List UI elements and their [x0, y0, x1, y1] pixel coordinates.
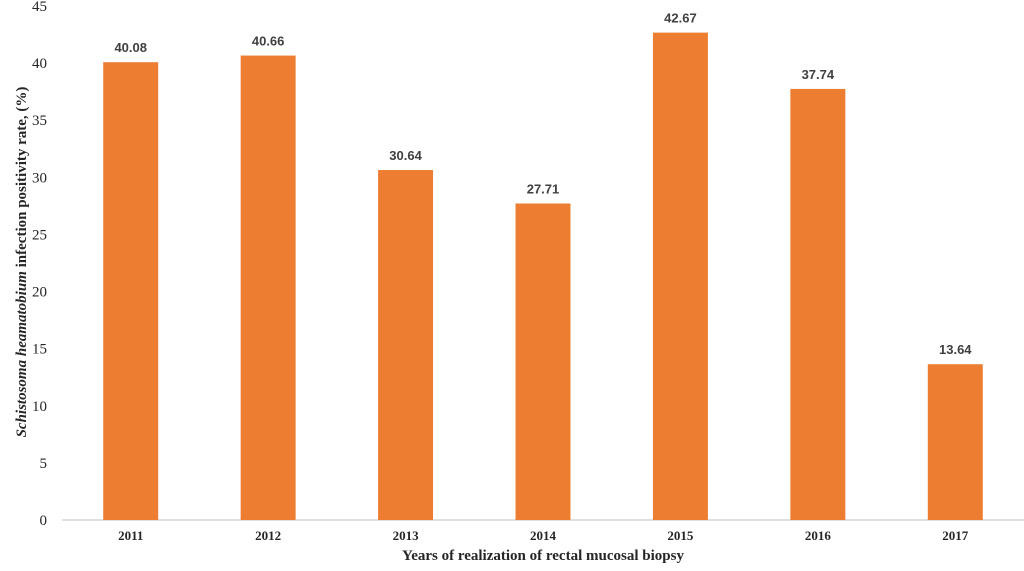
y-tick-label: 40 — [32, 56, 47, 72]
bar-2013 — [378, 170, 434, 520]
y-tick-label: 30 — [32, 170, 47, 186]
data-labels: 40.08 40.66 30.64 27.71 42.67 37.74 13.64 — [114, 11, 972, 358]
data-label-2015: 42.67 — [664, 11, 697, 26]
x-tick-label: 2011 — [118, 528, 143, 543]
y-tick-label: 35 — [32, 113, 47, 129]
x-axis-title: Years of realization of rectal mucosal b… — [402, 548, 684, 564]
y-axis-title-italic: Schistosoma heamatobium — [14, 271, 30, 437]
x-tick-label: 2016 — [805, 528, 832, 543]
y-tick-label: 15 — [32, 342, 47, 358]
y-tick-label: 10 — [32, 399, 47, 415]
y-axis-title-rest: infection positivity rate, (%) — [14, 87, 30, 272]
y-tick-label: 5 — [40, 456, 48, 472]
y-tick-label: 45 — [32, 0, 47, 15]
y-axis-ticks: 0 5 10 15 20 25 30 35 40 45 — [32, 0, 47, 529]
y-axis-title: Schistosoma heamatobium infection positi… — [14, 87, 30, 438]
y-tick-label: 0 — [40, 513, 48, 529]
x-tick-label: 2013 — [393, 528, 420, 543]
x-tick-label: 2014 — [530, 528, 557, 543]
bars — [103, 32, 983, 521]
bar-2014 — [515, 203, 571, 520]
data-label-2011: 40.08 — [114, 40, 147, 55]
data-label-2014: 27.71 — [527, 181, 560, 196]
data-label-2017: 13.64 — [939, 342, 972, 357]
bar-2015 — [652, 32, 708, 521]
bar-2012 — [240, 55, 296, 520]
data-label-2013: 30.64 — [389, 148, 422, 163]
bar-2011 — [103, 62, 159, 521]
x-axis-ticks: 2011 2012 2013 2014 2015 2016 2017 — [118, 528, 969, 543]
x-tick-label: 2017 — [942, 528, 969, 543]
bar-2016 — [790, 88, 846, 521]
bar-2017 — [927, 364, 983, 520]
y-tick-label: 20 — [32, 285, 47, 301]
x-tick-label: 2015 — [667, 528, 694, 543]
y-tick-label: 25 — [32, 227, 47, 243]
data-label-2012: 40.66 — [252, 34, 285, 49]
x-tick-label: 2012 — [255, 528, 281, 543]
data-label-2016: 37.74 — [802, 67, 835, 82]
